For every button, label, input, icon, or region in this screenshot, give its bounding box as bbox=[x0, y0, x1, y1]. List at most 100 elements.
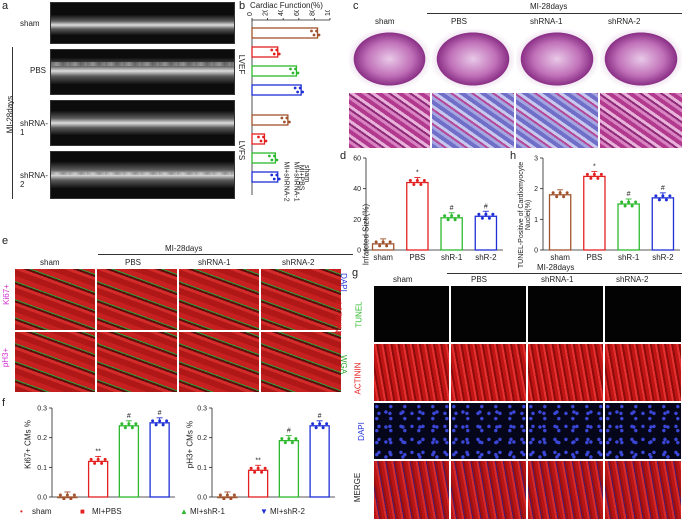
data-point bbox=[62, 497, 66, 500]
panel-f-legend: • sham ■ MI+PBS ▲ MI+shR-1 ▼ MI+shR-2 bbox=[20, 507, 340, 519]
fluo-ki67-shrna1 bbox=[178, 268, 260, 331]
data-point bbox=[477, 212, 481, 216]
data-point bbox=[599, 172, 603, 176]
data-point bbox=[596, 176, 600, 180]
data-point bbox=[65, 493, 69, 497]
tunel-sham bbox=[373, 285, 450, 343]
panel-g-letter: g bbox=[352, 267, 359, 279]
actinin-pbs bbox=[450, 343, 527, 402]
data-point bbox=[253, 470, 257, 474]
data-point bbox=[225, 493, 229, 497]
legend-shrna2: MI+shRNA-2 bbox=[282, 161, 290, 202]
echo-image-shrna2 bbox=[50, 151, 235, 199]
fluo-ki67-sham bbox=[14, 268, 96, 331]
dapi-sham bbox=[373, 402, 450, 460]
bar bbox=[440, 217, 463, 251]
b-tick-label: 0 bbox=[247, 12, 254, 16]
data-point bbox=[419, 183, 423, 187]
y-tick-label: 0.1 bbox=[37, 465, 47, 472]
b-bar bbox=[251, 84, 302, 96]
bar bbox=[278, 439, 300, 498]
fluo-ph3-shrna1 bbox=[178, 331, 260, 393]
b-point bbox=[287, 120, 291, 124]
data-point bbox=[161, 423, 165, 427]
echo-row-label: PBS bbox=[30, 66, 47, 75]
legend-marker-shr2: ▼ bbox=[260, 507, 268, 516]
panel-e-group-label: MI-28days bbox=[165, 244, 203, 253]
data-point bbox=[589, 176, 593, 180]
data-point bbox=[381, 240, 385, 244]
panel-c-col: shRNA-2 bbox=[608, 17, 641, 26]
data-point bbox=[151, 419, 155, 423]
panel-c-col: PBS bbox=[451, 17, 468, 26]
panel-g-bracket bbox=[447, 273, 682, 274]
data-point bbox=[290, 441, 294, 445]
actinin-shrna1 bbox=[527, 343, 604, 402]
dapi-shrna2 bbox=[604, 402, 682, 460]
b-point bbox=[262, 135, 265, 139]
b-point bbox=[268, 154, 271, 158]
x-tick-label: shR-2 bbox=[652, 253, 674, 262]
data-point bbox=[388, 240, 392, 244]
stain-actinin: ACTININ bbox=[333, 300, 343, 333]
y-tick-label: 0.0 bbox=[197, 495, 207, 501]
he-high-shrna2 bbox=[599, 92, 683, 149]
stain-wga: WGA bbox=[339, 354, 349, 375]
b-point bbox=[296, 71, 300, 75]
b-bar bbox=[251, 133, 266, 145]
he-high-pbs bbox=[431, 92, 515, 149]
data-point bbox=[318, 422, 322, 426]
y-tick-label: 0.3 bbox=[197, 406, 207, 413]
data-point bbox=[491, 212, 495, 216]
data-point bbox=[100, 461, 104, 465]
data-point bbox=[443, 214, 447, 218]
panel-e-col: shRNA-1 bbox=[198, 258, 231, 267]
data-point bbox=[222, 497, 226, 500]
bar bbox=[651, 197, 675, 251]
data-point bbox=[263, 466, 267, 470]
panel-e-letter: e bbox=[2, 235, 9, 247]
ki67-row-label: Ki67+ bbox=[1, 284, 11, 305]
bar bbox=[217, 496, 238, 499]
data-point bbox=[229, 497, 233, 500]
data-point bbox=[127, 422, 131, 426]
data-point bbox=[93, 461, 97, 465]
data-point bbox=[551, 191, 555, 195]
b-point bbox=[273, 154, 276, 158]
y-tick-label: 60 bbox=[353, 156, 361, 163]
b-bar bbox=[251, 114, 289, 126]
panel-d-chart: 0 20 40 60 sham PBS shR-1 shR-2 * # # bbox=[353, 156, 503, 262]
b-point bbox=[298, 86, 302, 90]
fluo-ki67-shrna2 bbox=[260, 268, 342, 331]
panel-d-letter: d bbox=[340, 150, 347, 162]
tunel-shrna1 bbox=[527, 285, 604, 343]
panel-e-col: sham bbox=[40, 258, 60, 267]
panel-c-group-label: MI-28days bbox=[530, 2, 568, 11]
significance-mark: # bbox=[661, 185, 665, 192]
b-point bbox=[317, 33, 321, 37]
data-point bbox=[89, 457, 93, 461]
actinin-shrna2 bbox=[604, 343, 682, 402]
panel-b-chart: 0 20 40 60 80 100 bbox=[247, 10, 332, 195]
data-point bbox=[69, 497, 73, 500]
bar bbox=[617, 203, 640, 251]
data-point bbox=[634, 200, 638, 204]
he-high-sham bbox=[348, 92, 431, 149]
y-tick-label: 3 bbox=[534, 156, 538, 163]
panel-c-letter: c bbox=[353, 0, 359, 12]
panel-a-group-label: MI-28days bbox=[5, 95, 15, 134]
actinin-row-label: ACTININ bbox=[353, 362, 363, 395]
b-tick-label: 100 bbox=[325, 10, 332, 16]
significance-mark: # bbox=[127, 413, 131, 420]
data-point bbox=[374, 240, 378, 244]
data-point bbox=[96, 457, 100, 461]
data-point bbox=[294, 437, 298, 441]
data-point bbox=[385, 244, 389, 248]
data-point bbox=[457, 214, 461, 218]
b-point bbox=[272, 177, 276, 181]
panel-e-col: shRNA-2 bbox=[282, 258, 315, 267]
data-point bbox=[287, 437, 291, 441]
fluo-ph3-pbs bbox=[96, 331, 178, 393]
b-point bbox=[272, 52, 276, 56]
data-point bbox=[218, 493, 222, 497]
